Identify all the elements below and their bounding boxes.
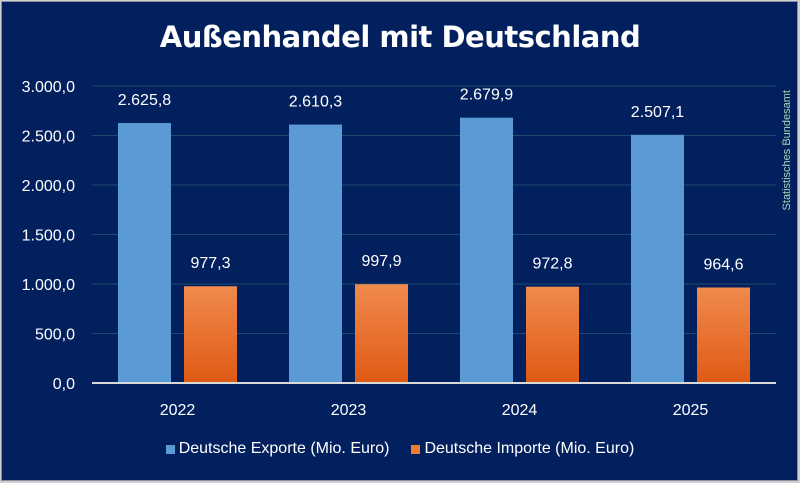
legend-item-exports: Deutsche Exporte (Mio. Euro)	[165, 440, 390, 458]
bar-imports	[184, 286, 237, 383]
data-label: 2.625,8	[118, 92, 171, 109]
bar-imports	[355, 284, 408, 383]
y-tick-label: 2.500,0	[22, 129, 75, 146]
bar-exports	[118, 123, 171, 383]
bar-imports	[526, 286, 579, 383]
x-tick-label: 2024	[502, 402, 538, 419]
legend-label: Deutsche Exporte (Mio. Euro)	[178, 440, 390, 457]
y-tick-label: 1.500,0	[22, 228, 75, 245]
bar-exports	[289, 124, 342, 384]
data-label: 964,6	[703, 257, 743, 274]
y-tick-label: 1.000,0	[22, 277, 75, 294]
data-label: 2.610,3	[289, 94, 342, 111]
y-tick-label: 3.000,0	[22, 79, 75, 96]
data-label: 997,9	[361, 253, 401, 270]
y-tick-label: 2.000,0	[22, 178, 75, 195]
bar-exports	[460, 117, 513, 383]
data-label: 2.507,1	[631, 104, 684, 121]
data-label: 977,3	[190, 255, 230, 272]
y-tick-label: 500,0	[35, 327, 75, 344]
x-tick-label: 2023	[331, 402, 367, 419]
data-label: 2.679,9	[460, 87, 513, 104]
data-label: 972,8	[532, 256, 572, 273]
x-tick-label: 2025	[673, 402, 709, 419]
chart-title: Außenhandel mit Deutschland	[159, 20, 641, 54]
x-tick-label: 2022	[160, 402, 196, 419]
legend-item-imports: Deutsche Importe (Mio. Euro)	[411, 440, 634, 458]
legend: Deutsche Exporte (Mio. Euro) Deutsche Im…	[0, 440, 800, 458]
legend-swatch-exports	[165, 444, 175, 454]
bar-imports	[697, 287, 750, 383]
y-tick-label: 0,0	[53, 376, 75, 393]
legend-label: Deutsche Importe (Mio. Euro)	[424, 440, 635, 457]
bar-exports	[631, 134, 684, 383]
legend-swatch-imports	[411, 444, 421, 454]
